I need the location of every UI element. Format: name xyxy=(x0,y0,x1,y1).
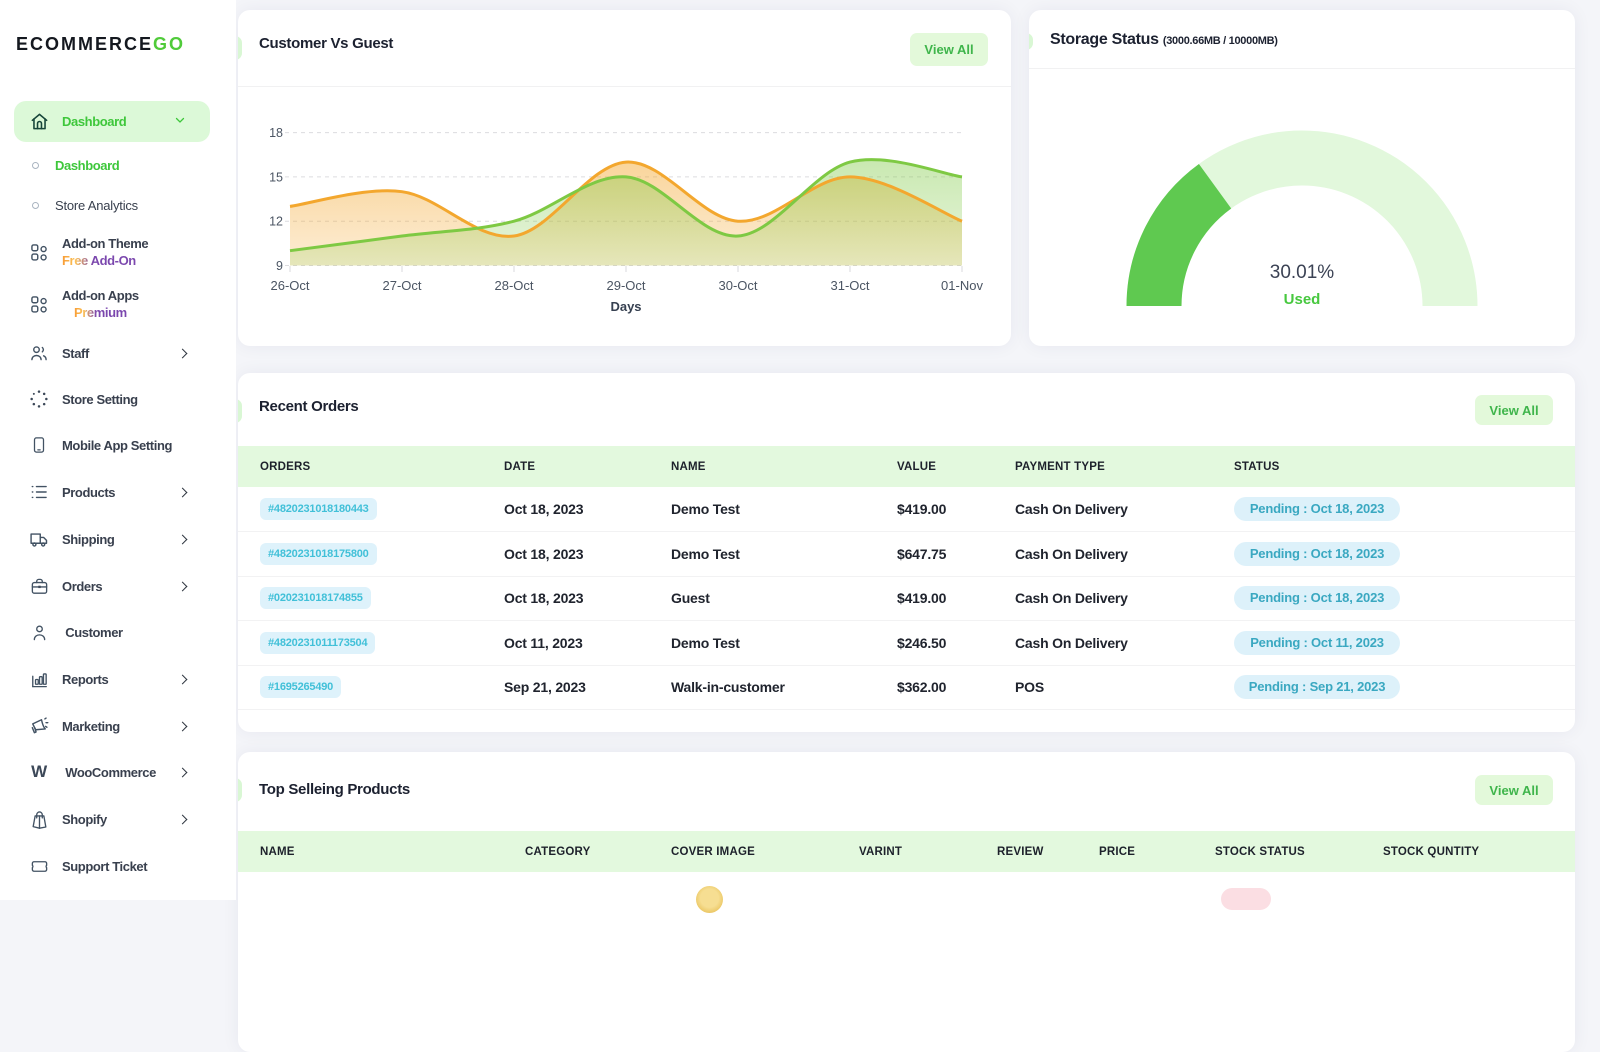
svg-text:18: 18 xyxy=(269,126,283,140)
svg-text:27-Oct: 27-Oct xyxy=(382,278,421,293)
svg-text:26-Oct: 26-Oct xyxy=(270,278,309,293)
svg-text:12: 12 xyxy=(269,215,283,229)
svg-text:29-Oct: 29-Oct xyxy=(606,278,645,293)
svg-text:30-Oct: 30-Oct xyxy=(718,278,757,293)
svg-text:31-Oct: 31-Oct xyxy=(830,278,869,293)
svg-text:9: 9 xyxy=(276,259,283,273)
svg-text:01-Nov: 01-Nov xyxy=(941,278,983,293)
svg-text:28-Oct: 28-Oct xyxy=(494,278,533,293)
svg-text:Days: Days xyxy=(610,299,641,314)
svg-text:15: 15 xyxy=(269,170,283,184)
